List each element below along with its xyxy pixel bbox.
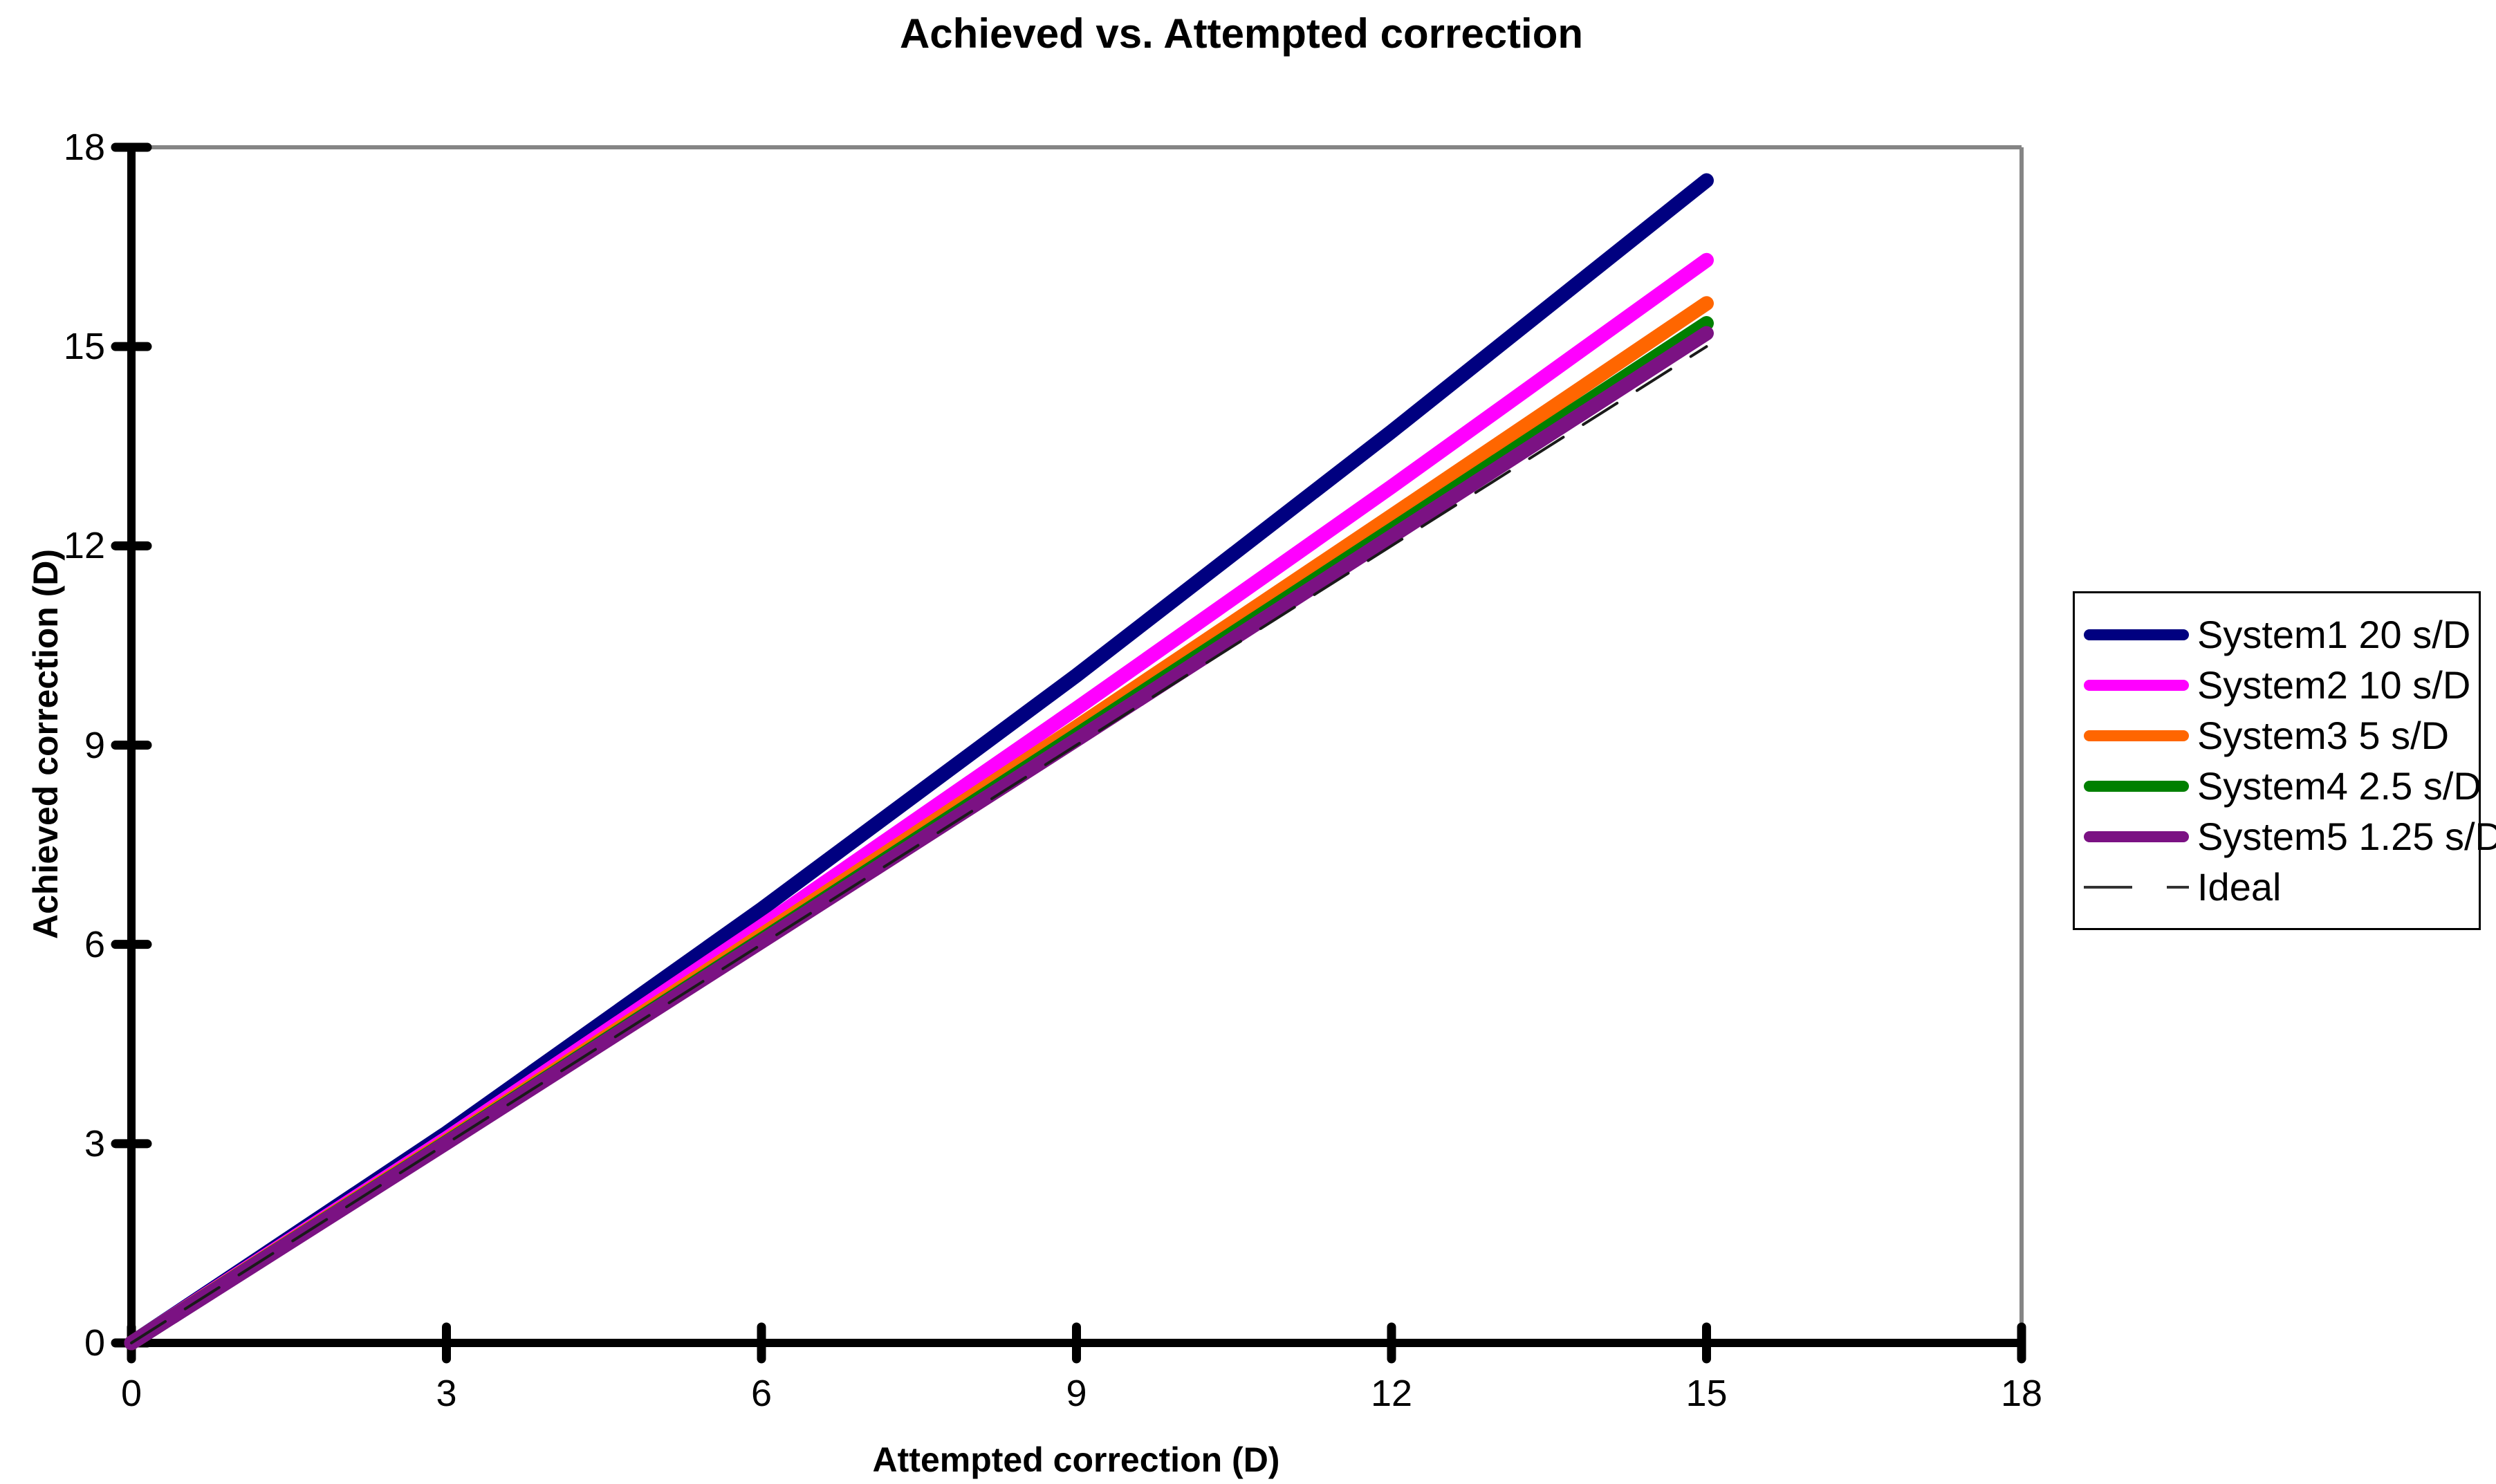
x-tick-label: 9: [1066, 1373, 1087, 1414]
y-axis-title: Achieved correction (D): [26, 548, 65, 940]
y-tick-label: 6: [84, 923, 105, 965]
legend-label: System2 10 s/D: [2197, 662, 2471, 707]
y-tick-label: 9: [84, 724, 105, 766]
legend-item: System4 2.5 s/D: [2084, 761, 2481, 811]
y-tick-label: 3: [84, 1122, 105, 1165]
y-tick-label: 0: [84, 1322, 105, 1364]
x-tick-label: 6: [750, 1373, 773, 1414]
legend-line-swatch: [2084, 780, 2189, 792]
x-tick-label: 15: [1685, 1373, 1728, 1414]
legend-label: Ideal: [2197, 864, 2282, 909]
legend: System1 20 s/D System2 10 s/D System3 5 s/…: [2073, 591, 2496, 930]
legend-line-swatch: [2084, 730, 2189, 741]
legend-item: Ideal: [2084, 862, 2479, 912]
y-tick-label: 18: [63, 127, 105, 168]
y-tick-label: 12: [63, 525, 105, 567]
legend-label: System1 20 s/D: [2197, 612, 2471, 656]
legend-line-swatch: [2084, 831, 2189, 842]
chart-title: Achieved vs. Attempted correction: [899, 10, 1584, 57]
x-tick-label: 18: [2000, 1373, 2043, 1414]
legend-label: System4 2.5 s/D: [2197, 763, 2481, 808]
x-tick-label: 3: [436, 1373, 457, 1414]
x-axis-title: Attempted correction (D): [872, 1440, 1280, 1479]
legend-item: System5 1.25 s/D: [2084, 811, 2496, 862]
y-tick-label: 15: [63, 326, 105, 368]
series-line-5-system5: [124, 326, 1714, 1351]
series-line-6-ideal: [130, 345, 1708, 1344]
legend-item: System3 5 s/D: [2084, 710, 2479, 761]
x-tick-label: 0: [120, 1373, 142, 1414]
legend-line-swatch: [2084, 885, 2189, 889]
legend-item: System2 10 s/D: [2084, 660, 2479, 710]
legend-label: System5 1.25 s/D: [2197, 814, 2496, 858]
legend-item: System1 20 s/D: [2084, 609, 2479, 660]
series-line-1-system1: [124, 173, 1714, 1351]
legend-label: System3 5 s/D: [2197, 713, 2450, 757]
legend-line-swatch: [2084, 679, 2189, 691]
x-tick-label: 12: [1370, 1373, 1413, 1414]
legend-line-swatch: [2084, 629, 2189, 640]
